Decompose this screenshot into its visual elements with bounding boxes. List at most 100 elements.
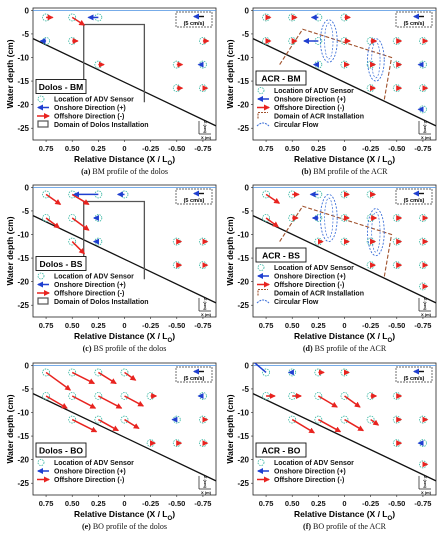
legend-label: Location of ADV Sensor bbox=[54, 97, 134, 104]
legend-label: Offshore Direction (-) bbox=[274, 282, 344, 289]
x-tick-label: 0 bbox=[122, 499, 126, 508]
legend-sensor-symbol bbox=[257, 459, 265, 466]
adv-sensor bbox=[42, 392, 50, 400]
legend-sensor-symbol bbox=[37, 272, 45, 280]
legend-label: Onshore Direction (+) bbox=[54, 105, 126, 112]
panel-a: 0 -5 -10 -15 -20 -25 0.75 0.50 0.25 0 -0.25 -0.50 -0… bbox=[5, 6, 217, 167]
x-tick-label: 0 bbox=[342, 499, 346, 508]
acr-domain-outline bbox=[279, 205, 393, 278]
y-axis-title: Water depth (cm) bbox=[225, 39, 235, 108]
legend-sensor-symbol bbox=[257, 87, 265, 94]
legend-label: Location of ADV Sensor bbox=[274, 265, 354, 272]
x-tick-label: 0.50 bbox=[65, 321, 80, 330]
adv-sensor bbox=[42, 214, 50, 222]
adv-sensor bbox=[314, 392, 323, 400]
x-tick-label: -0.75 bbox=[194, 144, 211, 153]
x-tick-label: -0.50 bbox=[168, 499, 185, 508]
adv-sensor bbox=[340, 415, 349, 424]
legend-label: Location of ADV Sensor bbox=[274, 88, 354, 95]
y-tick-label: -20 bbox=[237, 456, 249, 465]
caption-text: BS profile of the ACR bbox=[312, 344, 387, 353]
offshore-velocity-arrow bbox=[71, 217, 90, 231]
y-tick-label: -10 bbox=[237, 409, 249, 418]
y-tick-label: -5 bbox=[22, 207, 30, 216]
adv-sensor bbox=[262, 214, 270, 222]
beach-slope-line bbox=[253, 38, 436, 127]
legend-label: Domain of Dolos Installation bbox=[54, 122, 149, 129]
circular-flow bbox=[367, 208, 385, 257]
legend-label: Domain of Dolos Installation bbox=[54, 299, 149, 306]
caption-text: BO profile of the dolos bbox=[90, 522, 168, 531]
offshore-velocity-arrow bbox=[71, 371, 96, 385]
offshore-velocity-arrow bbox=[317, 418, 342, 433]
caption-text: BS profile of the dolos bbox=[91, 344, 167, 353]
x-tick-label: -0.25 bbox=[362, 321, 379, 330]
offshore-velocity-arrow bbox=[45, 193, 62, 205]
y-tick-label: -10 bbox=[17, 231, 29, 240]
y-tick-label: 0 bbox=[245, 361, 250, 370]
adv-sensor bbox=[340, 392, 349, 400]
adv-sensor bbox=[262, 368, 270, 377]
x-tick-label: 0.25 bbox=[91, 321, 106, 330]
x-tick-label: -0.75 bbox=[414, 321, 431, 330]
circular-flow-inner bbox=[371, 211, 381, 253]
y-tick-label: 0 bbox=[25, 183, 30, 192]
axis-key-z-label: Z (cm) bbox=[423, 298, 428, 311]
scale-box bbox=[395, 188, 433, 205]
adv-sensor bbox=[42, 190, 50, 199]
axis-key-x-label: X (m) bbox=[421, 312, 432, 317]
plot-interior bbox=[253, 13, 436, 127]
legend-label: Onshore Direction (+) bbox=[54, 469, 126, 476]
x-tick-label: -0.50 bbox=[388, 321, 405, 330]
offshore-velocity-arrow bbox=[344, 418, 365, 432]
x-axis-title: Relative Distance (X / LO) bbox=[294, 154, 395, 167]
axis-key-x-label: X (m) bbox=[421, 490, 432, 495]
adv-sensor bbox=[262, 190, 270, 199]
adv-sensor bbox=[288, 415, 297, 424]
plot-interior bbox=[33, 13, 216, 127]
plot-interior bbox=[253, 190, 436, 304]
y-tick-label: -20 bbox=[237, 101, 249, 110]
y-axis-title: Water depth (cm) bbox=[5, 216, 15, 285]
x-tick-label: -0.50 bbox=[168, 144, 185, 153]
caption-letter: (a) bbox=[81, 167, 91, 176]
onshore-velocity-arrow bbox=[253, 363, 267, 374]
panel-label-box bbox=[35, 442, 87, 458]
adv-sensor bbox=[94, 368, 103, 377]
x-tick-label: 0.25 bbox=[311, 321, 326, 330]
offshore-velocity-arrow bbox=[124, 395, 145, 407]
x-tick-label: 0.75 bbox=[259, 321, 274, 330]
y-tick-label: 0 bbox=[245, 6, 250, 15]
offshore-velocity-arrow bbox=[97, 371, 117, 385]
caption-letter: (b) bbox=[301, 167, 312, 176]
offshore-velocity-arrow bbox=[291, 418, 316, 434]
x-axis-title: Relative Distance (X / LO) bbox=[74, 509, 175, 522]
y-tick-label: -5 bbox=[242, 207, 250, 216]
legend-dolos-symbol bbox=[37, 120, 49, 128]
panel-label: ACR - BM bbox=[261, 74, 300, 84]
caption-letter: (f) bbox=[303, 522, 312, 531]
beach-slope-line bbox=[33, 215, 216, 304]
legend-label: Onshore Direction (+) bbox=[274, 274, 346, 281]
scale-label: (5 cm/s) bbox=[404, 376, 425, 382]
adv-sensor bbox=[68, 13, 77, 22]
legend-acr-symbol bbox=[257, 111, 268, 119]
adv-sensor bbox=[68, 415, 77, 424]
y-axis-title: Water depth (cm) bbox=[225, 394, 235, 463]
panel-label-box bbox=[35, 256, 87, 271]
y-tick-label: -10 bbox=[17, 54, 29, 63]
x-tick-label: 0.25 bbox=[91, 499, 106, 508]
circular-flow-inner bbox=[324, 22, 334, 60]
plot-interior bbox=[33, 368, 216, 482]
adv-sensor bbox=[366, 415, 375, 424]
y-tick-label: -5 bbox=[22, 385, 30, 394]
adv-sensor bbox=[68, 368, 77, 377]
x-tick-label: -0.25 bbox=[142, 499, 159, 508]
scale-label: (5 cm/s) bbox=[404, 21, 425, 27]
x-tick-label: 0.75 bbox=[259, 499, 274, 508]
x-tick-label: 0.50 bbox=[65, 144, 80, 153]
x-tick-label: -0.25 bbox=[142, 321, 159, 330]
axis-key-z-label: Z (cm) bbox=[203, 298, 208, 311]
legend-label: Offshore Direction (-) bbox=[274, 477, 344, 484]
panel-caption: (a) BM profile of the dolos bbox=[23, 167, 226, 176]
